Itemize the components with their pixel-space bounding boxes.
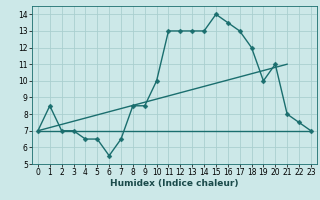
X-axis label: Humidex (Indice chaleur): Humidex (Indice chaleur) (110, 179, 239, 188)
